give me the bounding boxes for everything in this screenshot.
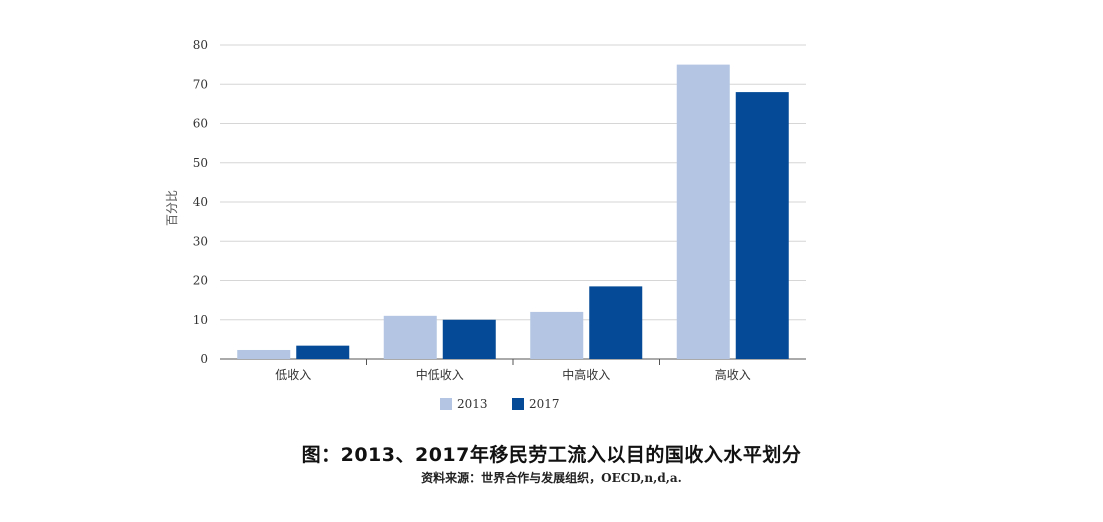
y-tick-label: 30 [193, 234, 208, 248]
x-category-label: 低收入 [275, 368, 311, 382]
chart-source: 资料来源：世界合作与发展组织，OECD,n,d,a. [421, 471, 682, 485]
bar-2013-1 [383, 315, 437, 359]
legend-swatch-2013 [440, 398, 452, 410]
bar-2017-0 [296, 345, 350, 359]
bar-2017-3 [735, 92, 789, 359]
x-category-labels: 低收入 中低收入 中高收入 高收入 [275, 367, 751, 382]
y-tick-label: 80 [193, 38, 208, 52]
x-category-label: 中低收入 [416, 367, 464, 382]
bar-2017-2 [589, 286, 643, 359]
y-tick-label: 20 [193, 274, 208, 288]
bars [237, 64, 789, 359]
y-tick-label: 70 [193, 77, 208, 91]
bar-2013-2 [530, 311, 584, 359]
y-tick-label: 60 [193, 117, 208, 131]
legend-label-2017: 2017 [529, 397, 560, 411]
legend-swatch-2017 [512, 398, 524, 410]
chart-title: 图：2013、2017年移民劳工流入以目的国收入水平划分 [301, 444, 802, 466]
y-tick-label: 0 [200, 352, 208, 366]
y-axis-label: 百分比 [165, 190, 179, 226]
y-tick-label: 10 [193, 313, 208, 327]
legend: 2013 2017 [440, 397, 560, 411]
x-category-label: 中高收入 [562, 367, 610, 382]
y-tick-label: 40 [193, 195, 208, 209]
x-category-label: 高收入 [715, 367, 751, 382]
bar-2013-3 [676, 64, 730, 359]
grid-lines [220, 44, 806, 321]
y-tick-label: 50 [193, 156, 208, 170]
axes [220, 358, 806, 365]
bar-2017-1 [442, 319, 496, 359]
bar-2013-0 [237, 349, 291, 359]
y-tick-labels: 0 10 20 30 40 50 60 70 80 [193, 38, 208, 366]
legend-label-2013: 2013 [457, 397, 488, 411]
